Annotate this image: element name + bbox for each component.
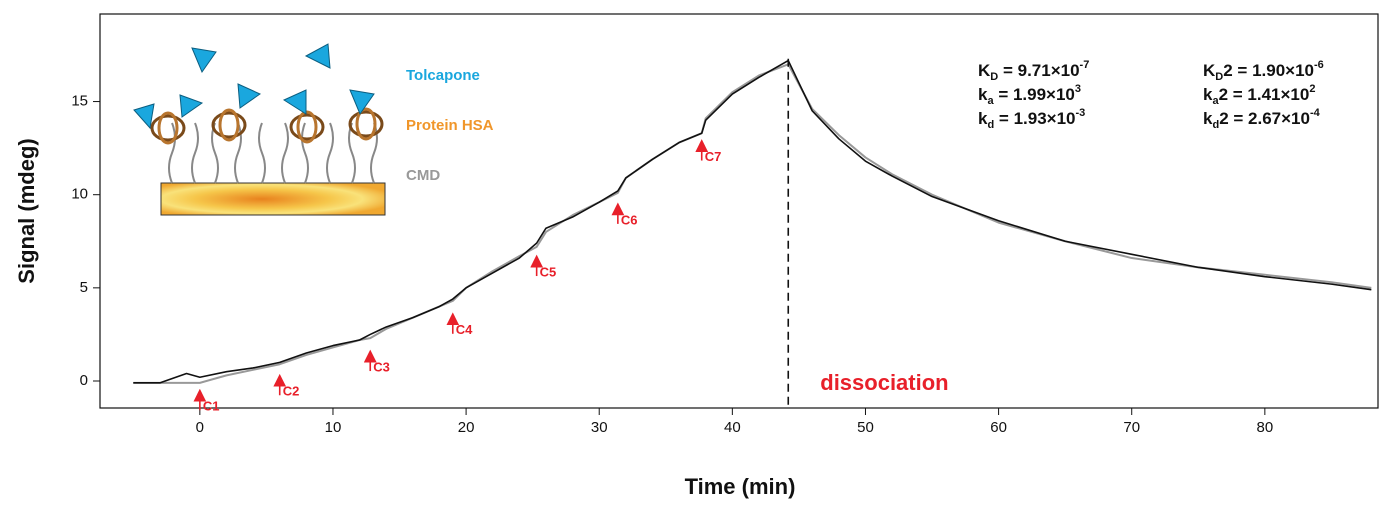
subscript: a: [987, 95, 994, 107]
x-tick-label: 40: [724, 419, 741, 436]
y-tick-label: 5: [80, 279, 88, 296]
superscript: -7: [1080, 59, 1090, 71]
inset-label: Protein HSA: [406, 117, 494, 134]
superscript: 3: [1075, 83, 1081, 95]
superscript: 2: [1309, 83, 1315, 95]
superscript: -6: [1314, 59, 1324, 71]
inset-illustration: [133, 43, 386, 216]
x-tick-label: 20: [458, 419, 475, 436]
kinetic-parameter: KD = 9.71×10-7: [978, 59, 1089, 83]
subscript: a: [1212, 95, 1219, 107]
injection-label: C2: [283, 384, 300, 399]
subscript: D: [990, 71, 998, 83]
kinetic-parameter: ka = 1.99×103: [978, 83, 1081, 107]
subscript: d: [987, 119, 994, 131]
text: = 1.99×10: [994, 85, 1075, 104]
symbol: k: [1203, 85, 1213, 104]
y-tick-label: 15: [71, 93, 88, 110]
data-line: [133, 59, 1372, 384]
x-tick-label: 0: [196, 419, 204, 436]
kinetic-parameter: ka2 = 1.41×102: [1203, 83, 1315, 107]
x-tick-label: 60: [990, 419, 1007, 436]
injection-label: C7: [705, 149, 722, 164]
y-tick-label: 10: [71, 186, 88, 203]
data-line: [133, 63, 1372, 384]
injection-label: C4: [456, 322, 473, 337]
y-tick-label: 0: [80, 372, 88, 389]
injection-label: C6: [621, 212, 638, 227]
x-tick-label: 80: [1257, 419, 1274, 436]
injection-label: C3: [373, 359, 390, 374]
text: 2 = 2.67×10: [1219, 109, 1310, 128]
x-axis-title: Time (min): [685, 474, 796, 499]
text: = 9.71×10: [998, 61, 1079, 80]
text: 2 = 1.90×10: [1223, 61, 1314, 80]
inset-label: CMD: [406, 167, 440, 184]
kinetic-parameter: kd2 = 2.67×10-4: [1203, 107, 1321, 131]
y-axis-title: Signal (mdeg): [14, 138, 39, 283]
symbol: k: [978, 85, 988, 104]
x-tick-label: 70: [1123, 419, 1140, 436]
x-tick-label: 30: [591, 419, 608, 436]
symbol: K: [1203, 61, 1216, 80]
superscript: -3: [1076, 107, 1086, 119]
superscript: -4: [1310, 107, 1321, 119]
injection-label: C5: [540, 264, 557, 279]
symbol: K: [978, 61, 991, 80]
symbol: k: [978, 109, 988, 128]
x-tick-label: 50: [857, 419, 874, 436]
symbol: k: [1203, 109, 1213, 128]
subscript: D: [1215, 71, 1223, 83]
kinetic-parameter: KD2 = 1.90×10-6: [1203, 59, 1324, 83]
text: 2 = 1.41×10: [1219, 85, 1310, 104]
dissociation-label: dissociation: [820, 370, 948, 395]
injection-label: C1: [203, 399, 220, 414]
kinetic-parameter: kd = 1.93×10-3: [978, 107, 1085, 131]
plot-frame: [99, 13, 1379, 409]
text: = 1.93×10: [994, 109, 1075, 128]
subscript: d: [1212, 119, 1219, 131]
x-tick-label: 10: [325, 419, 342, 436]
inset-label: Tolcapone: [406, 67, 480, 84]
